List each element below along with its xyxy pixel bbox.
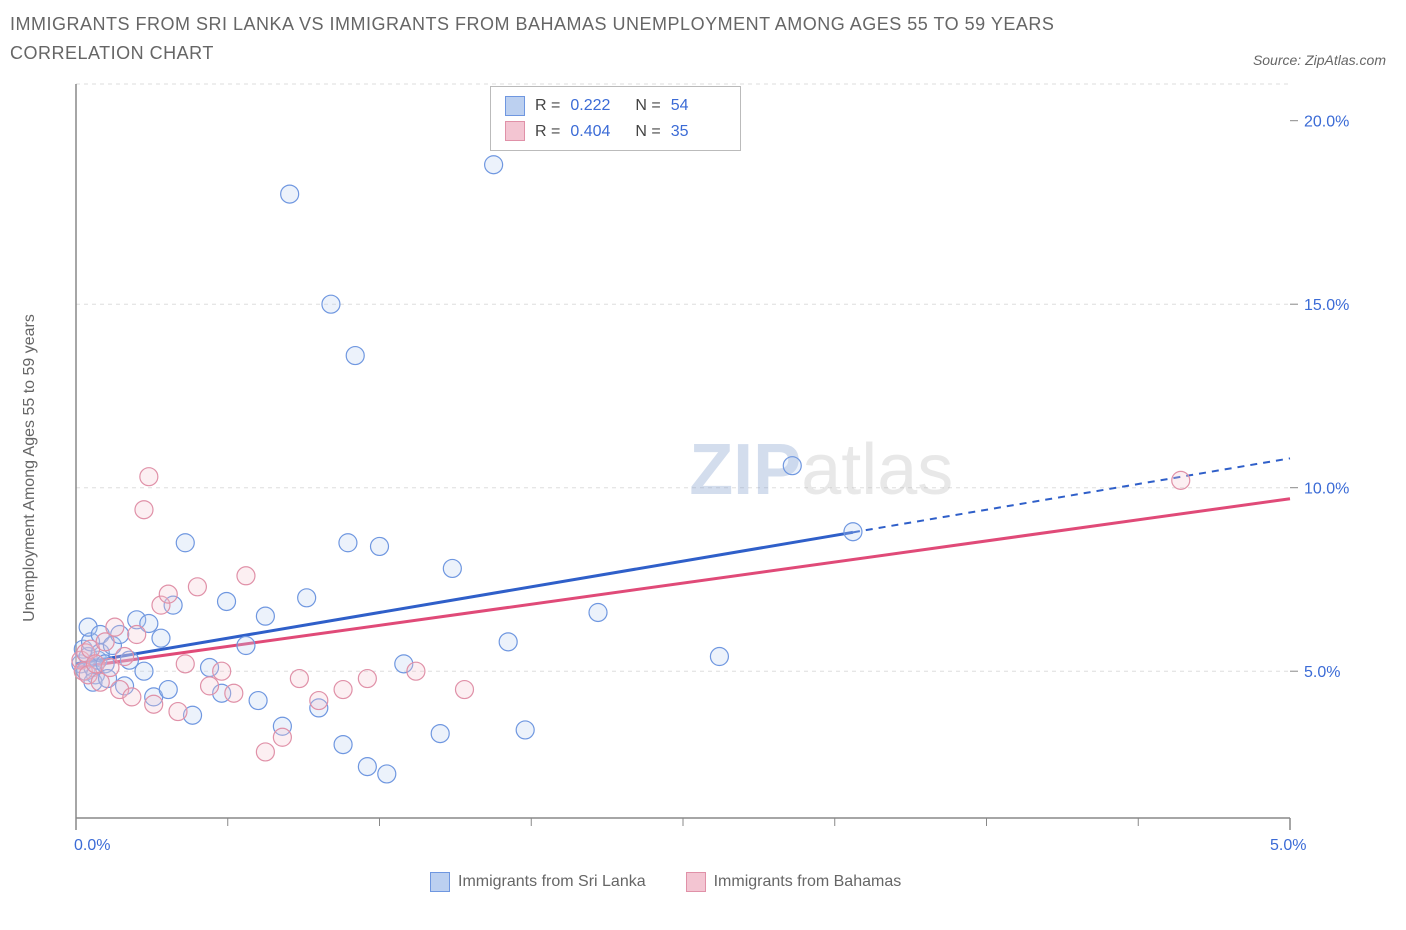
point-sri_lanka — [358, 757, 376, 775]
r-value-bahamas: 0.404 — [570, 118, 625, 144]
point-bahamas — [188, 577, 206, 595]
n-value-sri_lanka: 54 — [671, 93, 726, 119]
point-bahamas — [273, 728, 291, 746]
point-sri_lanka — [176, 533, 194, 551]
trend-line-sri_lanka — [76, 532, 853, 664]
legend-label-bahamas: Immigrants from Bahamas — [714, 873, 902, 891]
point-bahamas — [169, 702, 187, 720]
point-bahamas — [145, 695, 163, 713]
legend-swatch-sri_lanka — [430, 872, 450, 892]
point-sri_lanka — [783, 456, 801, 474]
point-bahamas — [237, 566, 255, 584]
plot-area: Unemployment Among Ages 55 to 59 years 0… — [10, 78, 1396, 898]
legend-item-sri_lanka: Immigrants from Sri Lanka — [430, 872, 646, 892]
header: IMMIGRANTS FROM SRI LANKA VS IMMIGRANTS … — [10, 10, 1396, 68]
point-bahamas — [201, 676, 219, 694]
point-sri_lanka — [334, 735, 352, 753]
point-bahamas — [123, 687, 141, 705]
point-sri_lanka — [256, 607, 274, 625]
swatch-sri_lanka — [505, 95, 525, 115]
legend-label-sri_lanka: Immigrants from Sri Lanka — [458, 873, 646, 891]
point-bahamas — [140, 467, 158, 485]
point-sri_lanka — [371, 537, 389, 555]
point-sri_lanka — [281, 185, 299, 203]
point-bahamas — [310, 691, 328, 709]
point-bahamas — [290, 669, 308, 687]
point-sri_lanka — [499, 632, 517, 650]
stats-box: R =0.222N =54R =0.404N =35 — [490, 86, 741, 151]
chart-container: IMMIGRANTS FROM SRI LANKA VS IMMIGRANTS … — [10, 10, 1396, 920]
point-sri_lanka — [710, 647, 728, 665]
point-sri_lanka — [135, 662, 153, 680]
point-sri_lanka — [516, 721, 534, 739]
stats-row-bahamas: R =0.404N =35 — [505, 118, 726, 144]
y2-tick-label: 15.0% — [1304, 297, 1349, 314]
n-value-bahamas: 35 — [671, 118, 726, 144]
point-bahamas — [256, 743, 274, 761]
point-bahamas — [358, 669, 376, 687]
point-bahamas — [116, 647, 134, 665]
point-sri_lanka — [322, 295, 340, 313]
point-bahamas — [135, 500, 153, 518]
y2-tick-label: 5.0% — [1304, 664, 1340, 681]
y2-tick-label: 10.0% — [1304, 480, 1349, 497]
bottom-legend: Immigrants from Sri Lanka Immigrants from… — [430, 872, 901, 892]
point-bahamas — [334, 680, 352, 698]
swatch-bahamas — [505, 121, 525, 141]
x-tick-label: 5.0% — [1270, 837, 1306, 854]
watermark: ZIPatlas — [689, 429, 953, 509]
stats-row-sri_lanka: R =0.222N =54 — [505, 93, 726, 119]
y2-tick-label: 20.0% — [1304, 113, 1349, 130]
r-value-sri_lanka: 0.222 — [570, 93, 625, 119]
point-sri_lanka — [298, 588, 316, 606]
point-sri_lanka — [159, 680, 177, 698]
point-bahamas — [455, 680, 473, 698]
point-sri_lanka — [443, 559, 461, 577]
legend-swatch-bahamas — [686, 872, 706, 892]
point-sri_lanka — [346, 346, 364, 364]
point-bahamas — [159, 585, 177, 603]
point-sri_lanka — [431, 724, 449, 742]
trend-line-bahamas — [76, 498, 1290, 667]
point-sri_lanka — [237, 636, 255, 654]
point-bahamas — [1172, 471, 1190, 489]
point-sri_lanka — [339, 533, 357, 551]
point-sri_lanka — [152, 629, 170, 647]
point-bahamas — [128, 625, 146, 643]
point-sri_lanka — [589, 603, 607, 621]
scatter-plot: 0.0% 5.0% 5.0% 10.0% 15.0% 20.0% ZIPatlas R =0.… — [70, 78, 1360, 888]
point-sri_lanka — [844, 522, 862, 540]
legend-item-bahamas: Immigrants from Bahamas — [686, 872, 902, 892]
point-bahamas — [213, 662, 231, 680]
point-sri_lanka — [485, 155, 503, 173]
point-bahamas — [225, 684, 243, 702]
point-sri_lanka — [218, 592, 236, 610]
source-text: Source: ZipAtlas.com — [1253, 52, 1386, 68]
point-bahamas — [176, 654, 194, 672]
chart-title: IMMIGRANTS FROM SRI LANKA VS IMMIGRANTS … — [10, 10, 1110, 68]
point-sri_lanka — [249, 691, 267, 709]
point-bahamas — [106, 618, 124, 636]
x-tick-label: 0.0% — [74, 837, 110, 854]
point-sri_lanka — [378, 765, 396, 783]
y-axis-label: Unemployment Among Ages 55 to 59 years — [21, 314, 39, 622]
point-bahamas — [407, 662, 425, 680]
stats-box-wrap: R =0.222N =54R =0.404N =35 — [490, 86, 790, 156]
